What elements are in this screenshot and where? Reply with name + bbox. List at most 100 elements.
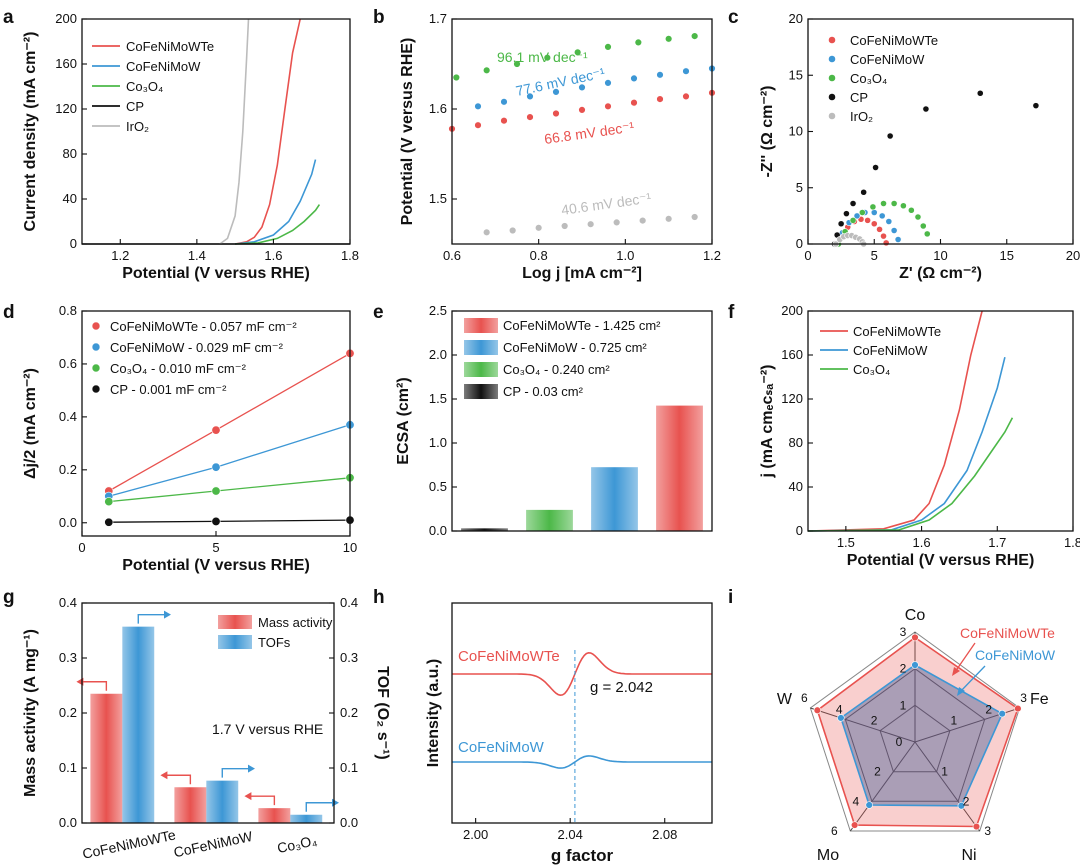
i-tick-label: 3 (900, 625, 907, 639)
g-bar-blue (206, 780, 239, 823)
d-legend-marker (91, 342, 101, 352)
i-tick-label: 2 (963, 794, 970, 808)
i-arrow-blue (959, 665, 986, 693)
c-legend-marker (828, 93, 836, 101)
g-arrow-right-head (332, 798, 340, 807)
c-point-black (1032, 102, 1040, 110)
panel-letter-h: h (373, 587, 385, 608)
e-ytick-label: 2.5 (429, 303, 447, 318)
i-point-red (911, 633, 919, 642)
b-ytick-label: 1.7 (429, 11, 447, 26)
a-legend-label: Co₃O₄ (126, 79, 163, 94)
g-arrow-left (80, 681, 108, 691)
a-series-gray (219, 18, 250, 245)
h-series-blue (452, 755, 712, 769)
g-bar-red (174, 787, 207, 823)
i-grid (879, 704, 951, 773)
c-point-black (837, 220, 845, 228)
b-point-red (682, 92, 690, 101)
i-tick-label: 2 (985, 702, 992, 716)
b-point-blue (474, 102, 482, 111)
a-ytick-label: 120 (55, 101, 77, 116)
e-bar-green (526, 509, 573, 531)
g-legend-label: Mass activity (258, 615, 333, 630)
panel-letter-c: c (728, 7, 739, 28)
f-legend-label: CoFeNiMoW (853, 343, 928, 358)
e-legend-swatch (464, 340, 498, 355)
panel-letter-b: b (373, 7, 385, 28)
a-xlabel: Potential (V versus RHE) (122, 265, 310, 282)
c-ytick-label: 0 (796, 236, 803, 251)
c-ytick-label: 15 (789, 67, 803, 82)
i-tick-label: 2 (871, 714, 878, 728)
g-bar-blue (122, 626, 155, 823)
f-legend-label: Co₃O₄ (853, 362, 890, 377)
f-ytick-label: 120 (781, 391, 803, 406)
d-ylabel: Δj/2 (mA cm⁻²) (22, 368, 39, 479)
e-legend-swatch (464, 384, 498, 399)
g-bar-red (90, 693, 123, 823)
g-arrow-right-head (248, 764, 256, 773)
g-category-label: CoFeNiMoW (172, 828, 254, 860)
d-point-green (104, 497, 114, 507)
h-annotation: g = 2.042 (590, 679, 653, 696)
c-ytick-label: 20 (789, 11, 803, 26)
e-legend-label: CP - 0.03 cm² (503, 384, 584, 399)
f-xtick-label: 1.7 (988, 535, 1006, 550)
b-point-gray (586, 220, 595, 228)
i-point-red (813, 706, 822, 714)
b-point-green (604, 43, 612, 51)
h-label-red: CoFeNiMoWTe (458, 648, 560, 665)
c-point-green (880, 200, 887, 207)
c-xtick-label: 10 (933, 248, 947, 263)
g-category-label: CoFeNiMoWTe (81, 826, 177, 861)
b-point-green (664, 35, 673, 43)
b-point-red (656, 95, 664, 103)
g-bar-red (258, 808, 291, 823)
f-ytick-label: 200 (781, 303, 803, 318)
b-frame (451, 18, 713, 245)
e-frame (451, 310, 713, 532)
c-point-blue (853, 212, 861, 220)
i-grid (844, 668, 986, 802)
b-point-gray (482, 228, 491, 237)
f-series-green (807, 417, 1014, 532)
a-xtick-label: 1.6 (264, 248, 282, 263)
b-point-blue (604, 79, 612, 87)
c-legend-label: CP (850, 90, 868, 105)
c-point-black (860, 188, 868, 196)
i-tick-label: 2 (900, 662, 907, 676)
c-xtick-label: 15 (1000, 248, 1014, 263)
b-xtick-label: 0.6 (443, 248, 461, 263)
panel-letter-i: i (728, 587, 733, 608)
b-slope-label: 66.8 mV dec⁻¹ (543, 118, 635, 147)
c-point-blue (870, 209, 878, 216)
c-point-black (843, 210, 850, 218)
b-point-gray (534, 224, 543, 232)
a-legend-label: CoFeNiMoW (126, 59, 201, 74)
g-ytick-label: 0.0 (59, 815, 77, 830)
c-point-blue (890, 227, 898, 234)
f-ytick-label: 160 (781, 347, 803, 362)
f-xtick-label: 1.6 (913, 535, 931, 550)
h-series-red (452, 651, 712, 697)
a-legend-label: IrO₂ (126, 119, 149, 134)
d-fit-line-black (108, 519, 351, 523)
i-tick-label: 1 (941, 765, 948, 779)
i-tick-label: 6 (801, 691, 808, 705)
i-point-blue (957, 802, 966, 810)
e-legend-swatch (464, 362, 498, 377)
i-point-red (972, 822, 981, 831)
g-ylabel: Mass activity (A mg⁻¹) (22, 629, 39, 797)
i-spoke (810, 707, 916, 743)
g-category-label: Co₃O₄ (276, 832, 319, 856)
b-point-gray (664, 215, 673, 223)
a-ytick-label: 0 (70, 236, 77, 251)
d-point-blue (211, 462, 221, 472)
a-ytick-label: 200 (55, 11, 77, 26)
f-ytick-label: 0 (796, 523, 803, 538)
b-point-red (500, 116, 508, 125)
d-xlabel: Potential (V versus RHE) (122, 557, 310, 574)
i-tick-label: 1 (900, 698, 907, 712)
e-bar-red (656, 405, 703, 531)
